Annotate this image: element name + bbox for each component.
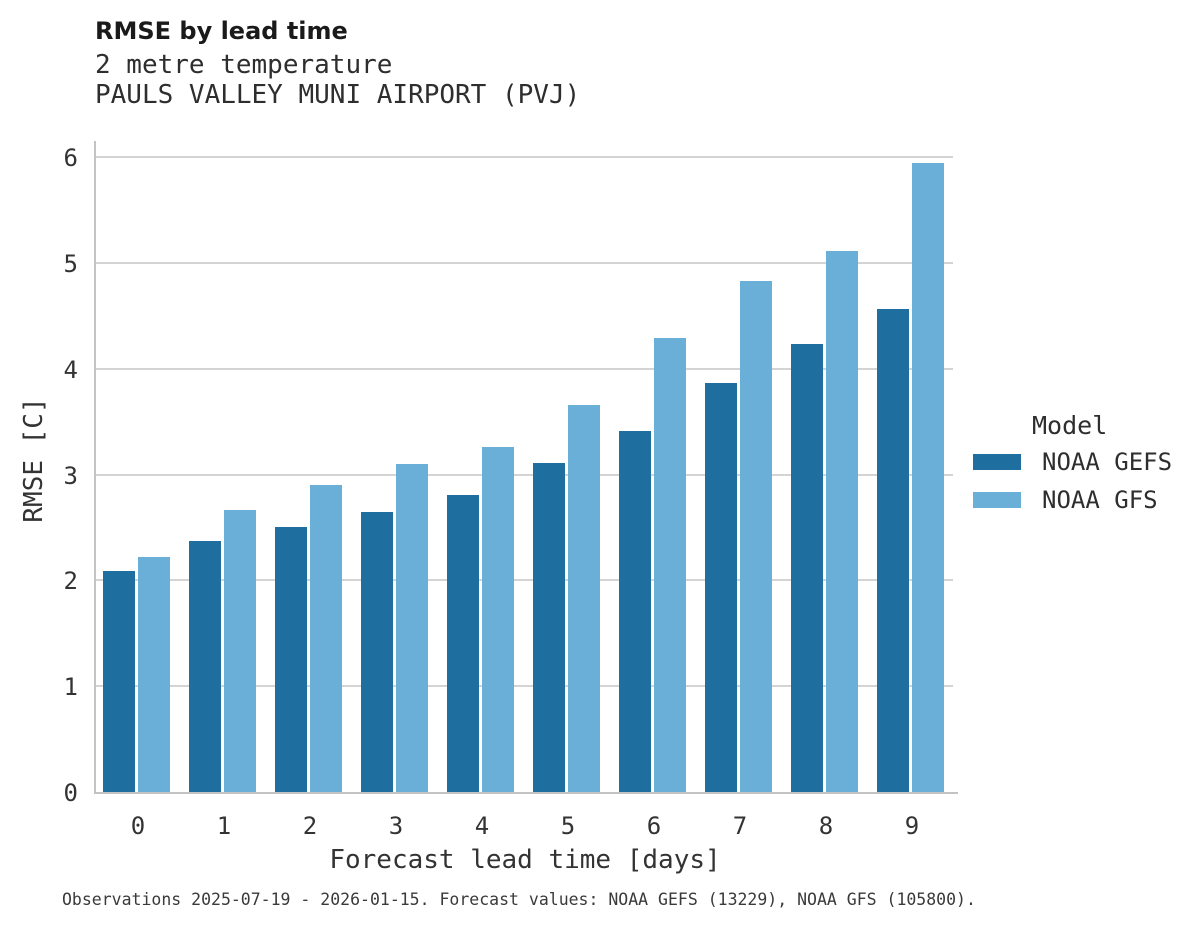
- legend-swatch-noaa-gefs: [973, 454, 1021, 470]
- chart-title: RMSE by lead time: [95, 17, 348, 45]
- y-tick-label-0: 0: [63, 779, 78, 807]
- bar-noaa-gefs-lead-2: [275, 527, 307, 792]
- bar-noaa-gfs-lead-3: [396, 464, 428, 792]
- bar-noaa-gfs-lead-6: [654, 338, 686, 792]
- x-tick-label-1: 1: [216, 812, 232, 840]
- y-tick-label-3: 3: [63, 462, 78, 490]
- bar-noaa-gefs-lead-4: [447, 495, 479, 792]
- bar-noaa-gefs-lead-5: [533, 463, 565, 792]
- bar-noaa-gfs-lead-1: [224, 510, 256, 792]
- legend-label-noaa-gefs: NOAA GEFS: [1042, 448, 1173, 476]
- bar-noaa-gefs-lead-9: [877, 309, 909, 792]
- y-axis-title: RMSE [C]: [19, 397, 49, 523]
- bar-noaa-gfs-lead-0: [138, 557, 170, 792]
- y-tick-label-6: 6: [63, 144, 78, 172]
- y-tick-label-4: 4: [63, 356, 78, 384]
- legend-entry-noaa-gefs: NOAA GEFS: [973, 448, 1173, 476]
- y-axis-spine: [94, 141, 96, 794]
- bar-noaa-gfs-lead-2: [310, 485, 342, 792]
- x-tick-label-0: 0: [130, 812, 146, 840]
- x-tick-label-3: 3: [388, 812, 404, 840]
- legend-title: Model: [1032, 411, 1108, 440]
- x-tick-label-4: 4: [474, 812, 490, 840]
- bar-noaa-gfs-lead-9: [912, 163, 944, 792]
- gridline-y-2: [95, 579, 953, 581]
- legend-swatch-noaa-gfs: [973, 492, 1021, 508]
- bar-noaa-gfs-lead-7: [740, 281, 772, 792]
- footer-note: Observations 2025-07-19 - 2026-01-15. Fo…: [62, 890, 976, 909]
- bar-noaa-gefs-lead-3: [361, 512, 393, 792]
- x-tick-label-5: 5: [560, 812, 576, 840]
- x-tick-label-2: 2: [302, 812, 318, 840]
- x-tick-label-9: 9: [904, 812, 920, 840]
- gridline-y-1: [95, 685, 953, 687]
- y-tick-label-5: 5: [63, 250, 78, 278]
- gridline-y-4: [95, 368, 953, 370]
- gridline-y-5: [95, 262, 953, 264]
- x-axis-baseline: [94, 792, 958, 794]
- legend-label-noaa-gfs: NOAA GFS: [1042, 486, 1158, 514]
- bar-noaa-gefs-lead-1: [189, 541, 221, 792]
- x-tick-label-8: 8: [818, 812, 834, 840]
- bar-noaa-gefs-lead-8: [791, 344, 823, 792]
- chart-subtitle-variable: 2 metre temperature: [95, 50, 393, 80]
- x-tick-label-7: 7: [732, 812, 748, 840]
- bar-noaa-gefs-lead-7: [705, 383, 737, 792]
- bar-noaa-gefs-lead-6: [619, 431, 651, 792]
- chart-subtitle-station: PAULS VALLEY MUNI AIRPORT (PVJ): [95, 80, 581, 110]
- bar-noaa-gfs-lead-5: [568, 405, 600, 792]
- y-tick-label-2: 2: [63, 567, 78, 595]
- x-axis-title: Forecast lead time [days]: [329, 845, 721, 875]
- y-tick-label-1: 1: [63, 673, 78, 701]
- gridline-y-6: [95, 156, 953, 158]
- legend-entry-noaa-gfs: NOAA GFS: [973, 486, 1158, 514]
- bar-noaa-gfs-lead-4: [482, 447, 514, 792]
- bar-noaa-gfs-lead-8: [826, 251, 858, 792]
- x-tick-label-6: 6: [646, 812, 662, 840]
- bar-noaa-gefs-lead-0: [103, 571, 135, 792]
- gridline-y-3: [95, 474, 953, 476]
